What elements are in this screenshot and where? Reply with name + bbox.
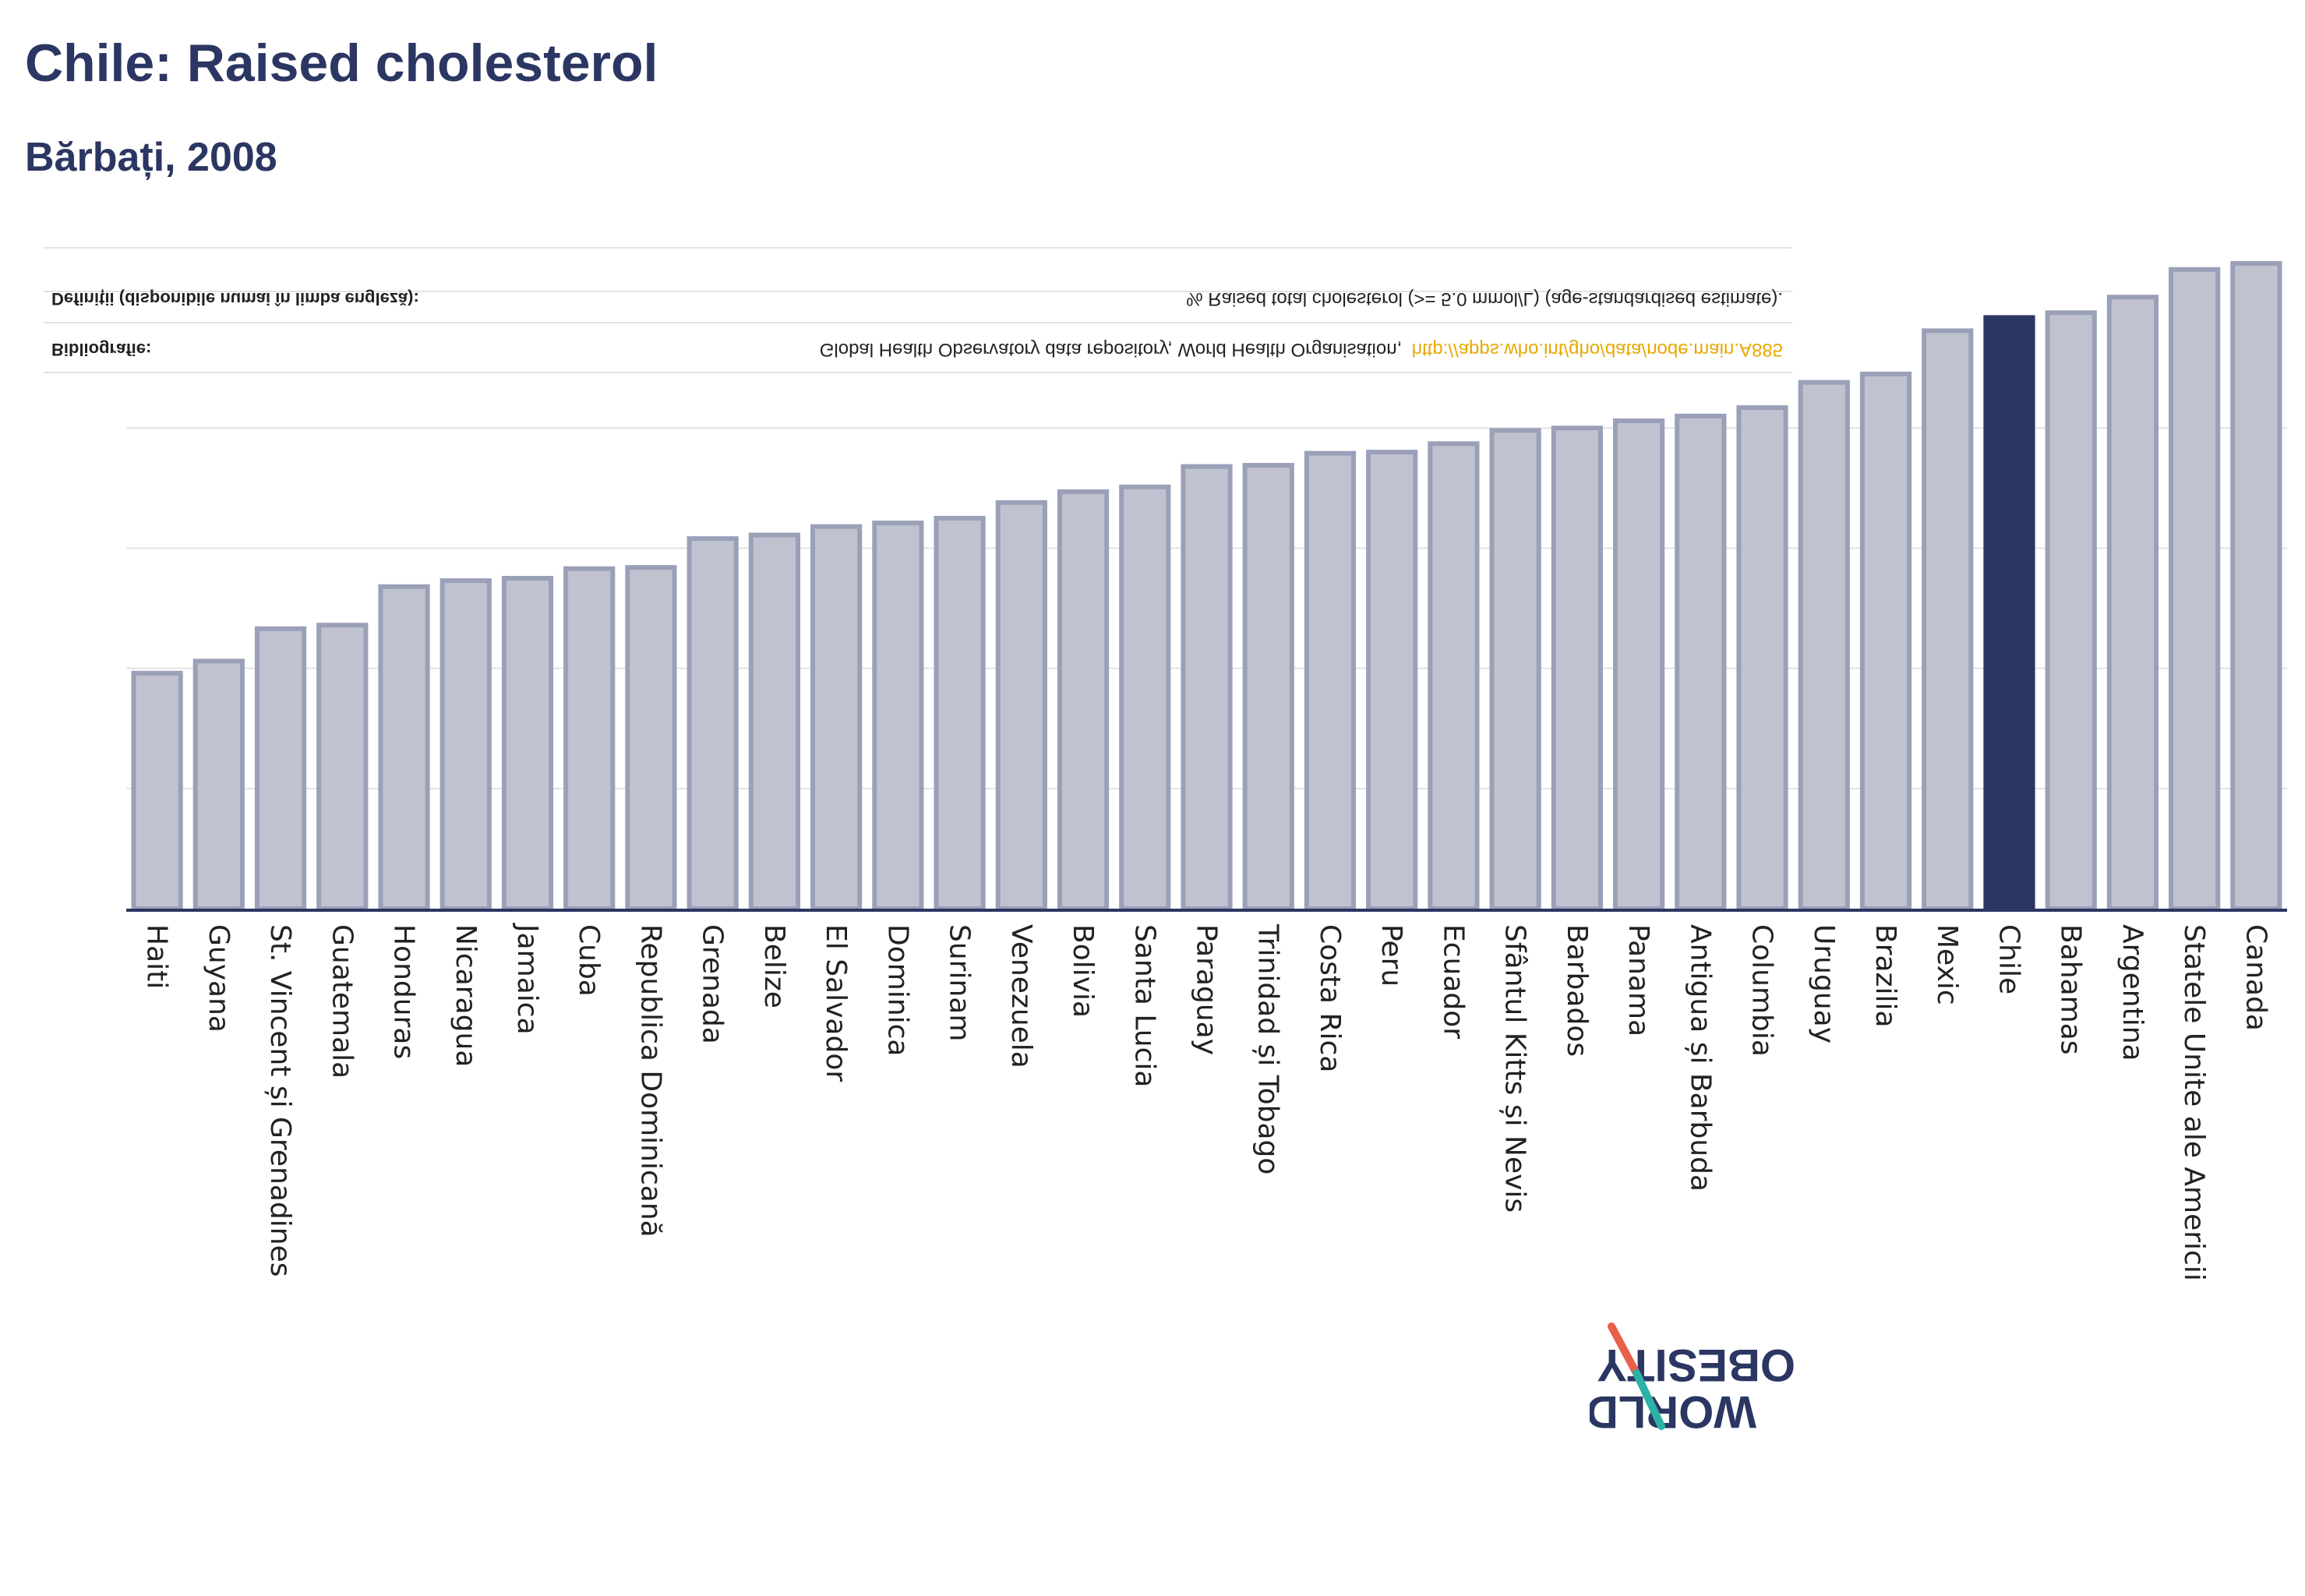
bar-cuba [563,566,616,911]
bar-guatemala [316,623,369,911]
bar-panama [1612,418,1665,911]
x-tick-label: Bolivia [1067,924,1099,1018]
x-tick-label: Sfântul Kitts și Nevis [1499,924,1531,1213]
bar-antigua-și-barbuda [1675,413,1727,911]
definitions-label: Definiții (disponibile numai în limba en… [51,289,419,309]
bar-republica-dominicană [625,565,677,912]
bar-canada [2230,261,2282,911]
logo-slash-teal [1633,1369,1665,1430]
x-tick-label: Canada [2240,924,2271,1031]
bar-trinidad-și-tobago [1242,463,1294,911]
x-tick-label: Bahamas [2055,924,2087,1055]
bar-venezuela [995,500,1047,911]
world-obesity-logo: OBESITY WORLD [1590,1322,1795,1437]
bar-columbia [1736,405,1788,911]
bar-bolivia [1057,489,1110,911]
x-tick-label: Ecuador [1437,924,1469,1039]
bar-bahamas [2045,310,2097,911]
bar-surinam [934,515,986,912]
x-tick-label: Surinam [944,924,976,1041]
bar-statele-unite-ale-americii [2169,267,2221,911]
x-tick-label: Barbados [1561,924,1593,1057]
bar-st-vincent-și-grenadines [254,626,307,911]
x-tick-label: Honduras [388,924,420,1059]
bar-barbados [1551,425,1603,911]
x-tick-label: St. Vincent și Grenadines [264,924,296,1277]
x-tick-label: Costa Rica [1314,924,1346,1072]
bar-paraguay [1181,464,1233,911]
bar-uruguay [1798,380,1850,911]
x-tick-label: Nicaragua [450,924,482,1067]
bar-nicaragua [439,578,492,911]
x-tick-label: Peru [1375,924,1407,987]
x-tick-label: Brazilia [1869,924,1901,1028]
bibliography-text: Global Health Observatory data repositor… [820,339,1402,360]
x-axis-labels: Haiti Guyana St. Vincent și Grenadines Guat… [141,923,2272,1281]
chart-subtitle: Bărbați, 2008 [25,135,277,180]
x-tick-label: Jamaica [511,923,543,1035]
bar-ecuador [1428,441,1480,911]
x-tick-label: Belize [758,924,790,1008]
x-tick-label: Antigua și Barbuda [1684,924,1716,1192]
bar-argentina [2106,295,2159,911]
x-tick-label: Grenada [697,924,729,1044]
bar-santa-lucia [1119,484,1171,911]
bar-jamaica [501,576,554,911]
bar-peru [1366,450,1418,911]
x-tick-label: Venezuela [1005,924,1037,1068]
x-tick-label: Argentina [2116,924,2148,1061]
x-tick-label: Guyana [203,924,235,1033]
bar-belize [748,532,801,912]
bar-dominica [872,521,924,911]
x-tick-label: Columbia [1746,924,1778,1057]
logo-slash-red [1608,1322,1640,1377]
bibliography-link: http://apps.who.int/gho/data/node.main.A… [1412,339,1783,360]
x-tick-label: Guatemala [326,924,358,1079]
bar-chile [1983,315,2035,911]
logo-word-world: WORLD [1590,1386,1756,1437]
bar-brazilia [1859,371,1912,911]
bibliography-label: Bibliografie: [51,340,151,359]
x-tick-label: Haiti [141,924,173,989]
bar-el-salvador [810,524,863,912]
bar-costa-rica [1304,450,1357,911]
bar-haiti [131,670,183,911]
x-tick-label: Santa Lucia [1128,924,1160,1087]
x-tick-label: Cuba [573,924,605,997]
bar-guyana [192,659,245,911]
bar-sfântul-kitts-și-nevis [1489,428,1541,911]
x-tick-label: El Salvador [820,924,852,1082]
chart-title: Chile: Raised cholesterol [25,34,658,93]
bar-mexic [1922,328,1974,912]
x-tick-label: Dominica [881,924,913,1057]
bibliography-line: Global Health Observatory data repositor… [820,339,1783,360]
x-tick-label: Trinidad și Tobago [1252,923,1284,1174]
x-tick-label: Mexic [1931,924,1963,1005]
definitions-text: % Raised total cholesterol (>= 5.0 mmol/… [1186,288,1783,309]
x-tick-label: Panama [1622,924,1654,1036]
bar-grenada [687,536,739,911]
bar-honduras [378,584,430,911]
x-tick-label: Statele Unite ale Americii [2178,924,2210,1281]
x-tick-label: Uruguay [1808,924,1840,1043]
x-tick-label: Paraguay [1191,924,1223,1055]
notes-block: Definiții (disponibile numai în limba en… [44,247,1792,373]
x-tick-label: Chile [1993,924,2024,994]
x-tick-label: Republica Dominicană [634,924,666,1238]
